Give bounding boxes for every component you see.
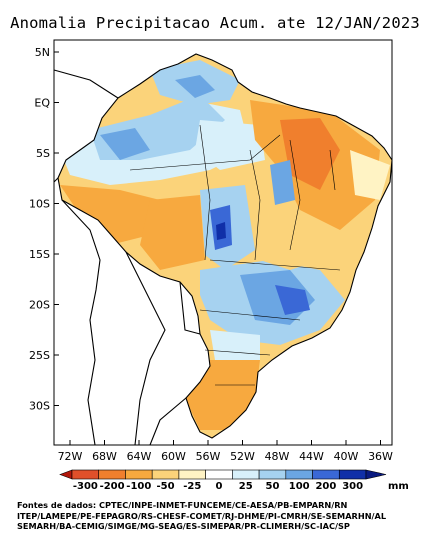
country-borders <box>53 53 393 446</box>
colorbar-swatch <box>125 469 153 480</box>
colorbar-label: 300 <box>342 481 363 492</box>
colorbar-label: 0 <box>216 481 223 492</box>
colorbar-label: 200 <box>315 481 336 492</box>
colorbar-label: 25 <box>239 481 253 492</box>
colorbar-label: -100 <box>126 481 151 492</box>
colorbar-swatch <box>205 469 233 480</box>
map-title: Anomalia Precipitacao Acum. ate 12/JAN/2… <box>10 14 420 32</box>
colorbar-label: 100 <box>289 481 310 492</box>
colorbar-swatch <box>338 469 367 480</box>
lon-tick-label: 44W <box>299 450 324 463</box>
colorbar-label: -25 <box>183 481 201 492</box>
colorbar-label: 50 <box>265 481 279 492</box>
source-line-3: SEMARH/BA-CEMIG/SIMGE/MG-SEAG/ES-SIMEPAR… <box>17 521 350 531</box>
lat-tick-label: 20S <box>29 299 50 312</box>
lat-tick-label: 5N <box>35 46 50 59</box>
colorbar-swatch <box>258 469 287 480</box>
colorbar: -300 -200 -100 -50 -25 0 25 50 100 200 300 mm <box>59 469 409 492</box>
colorbar-unit: mm <box>388 481 409 492</box>
source-line-2: ITEP/LAMEPE/PE-FEPAGRO/RS-CHESF-COMET/RJ… <box>17 510 387 521</box>
lon-tick-label: 60W <box>161 450 186 463</box>
colorbar-swatch <box>178 469 206 480</box>
latitude-axis: 5N EQ 5S 10S 15S 20S 25S 30S <box>29 46 59 413</box>
state-borders <box>129 124 341 386</box>
colorbar-label: -300 <box>73 481 98 492</box>
lon-tick-label: 36W <box>368 450 393 463</box>
colorbar-swatch <box>151 469 180 480</box>
colorbar-swatch <box>232 469 260 480</box>
colorbar-swatch <box>98 469 126 480</box>
lat-tick-label: 30S <box>29 400 50 413</box>
lon-tick-label: 56W <box>196 450 221 463</box>
colorbar-high-arrow <box>365 469 387 480</box>
colorbar-swatch <box>71 469 100 480</box>
lon-tick-label: 64W <box>127 450 152 463</box>
colorbar-label: -200 <box>100 481 125 492</box>
lat-tick-label: 5S <box>36 147 50 160</box>
colorbar-low-arrow <box>59 469 73 480</box>
data-sources: Fontes de dados: CPTEC/INPE-INMET-FUNCEM… <box>17 500 427 532</box>
lon-tick-label: 40W <box>334 450 359 463</box>
lon-tick-label: 52W <box>230 450 255 463</box>
source-line-1: Fontes de dados: CPTEC/INPE-INMET-FUNCEM… <box>17 500 348 510</box>
lon-tick-label: 48W <box>265 450 290 463</box>
colorbar-label: -50 <box>157 481 175 492</box>
lon-tick-label: 72W <box>58 450 83 463</box>
lon-tick-label: 68W <box>92 450 117 463</box>
lat-tick-label: EQ <box>34 97 50 110</box>
colorbar-swatch <box>285 469 313 480</box>
lat-tick-label: 25S <box>29 349 50 362</box>
colorbar-swatch <box>312 469 340 480</box>
longitude-axis: 72W 68W 64W 60W 56W 52W 48W 44W 40W 36W <box>58 440 393 463</box>
lat-tick-label: 15S <box>29 248 50 261</box>
lat-tick-label: 10S <box>29 198 50 211</box>
